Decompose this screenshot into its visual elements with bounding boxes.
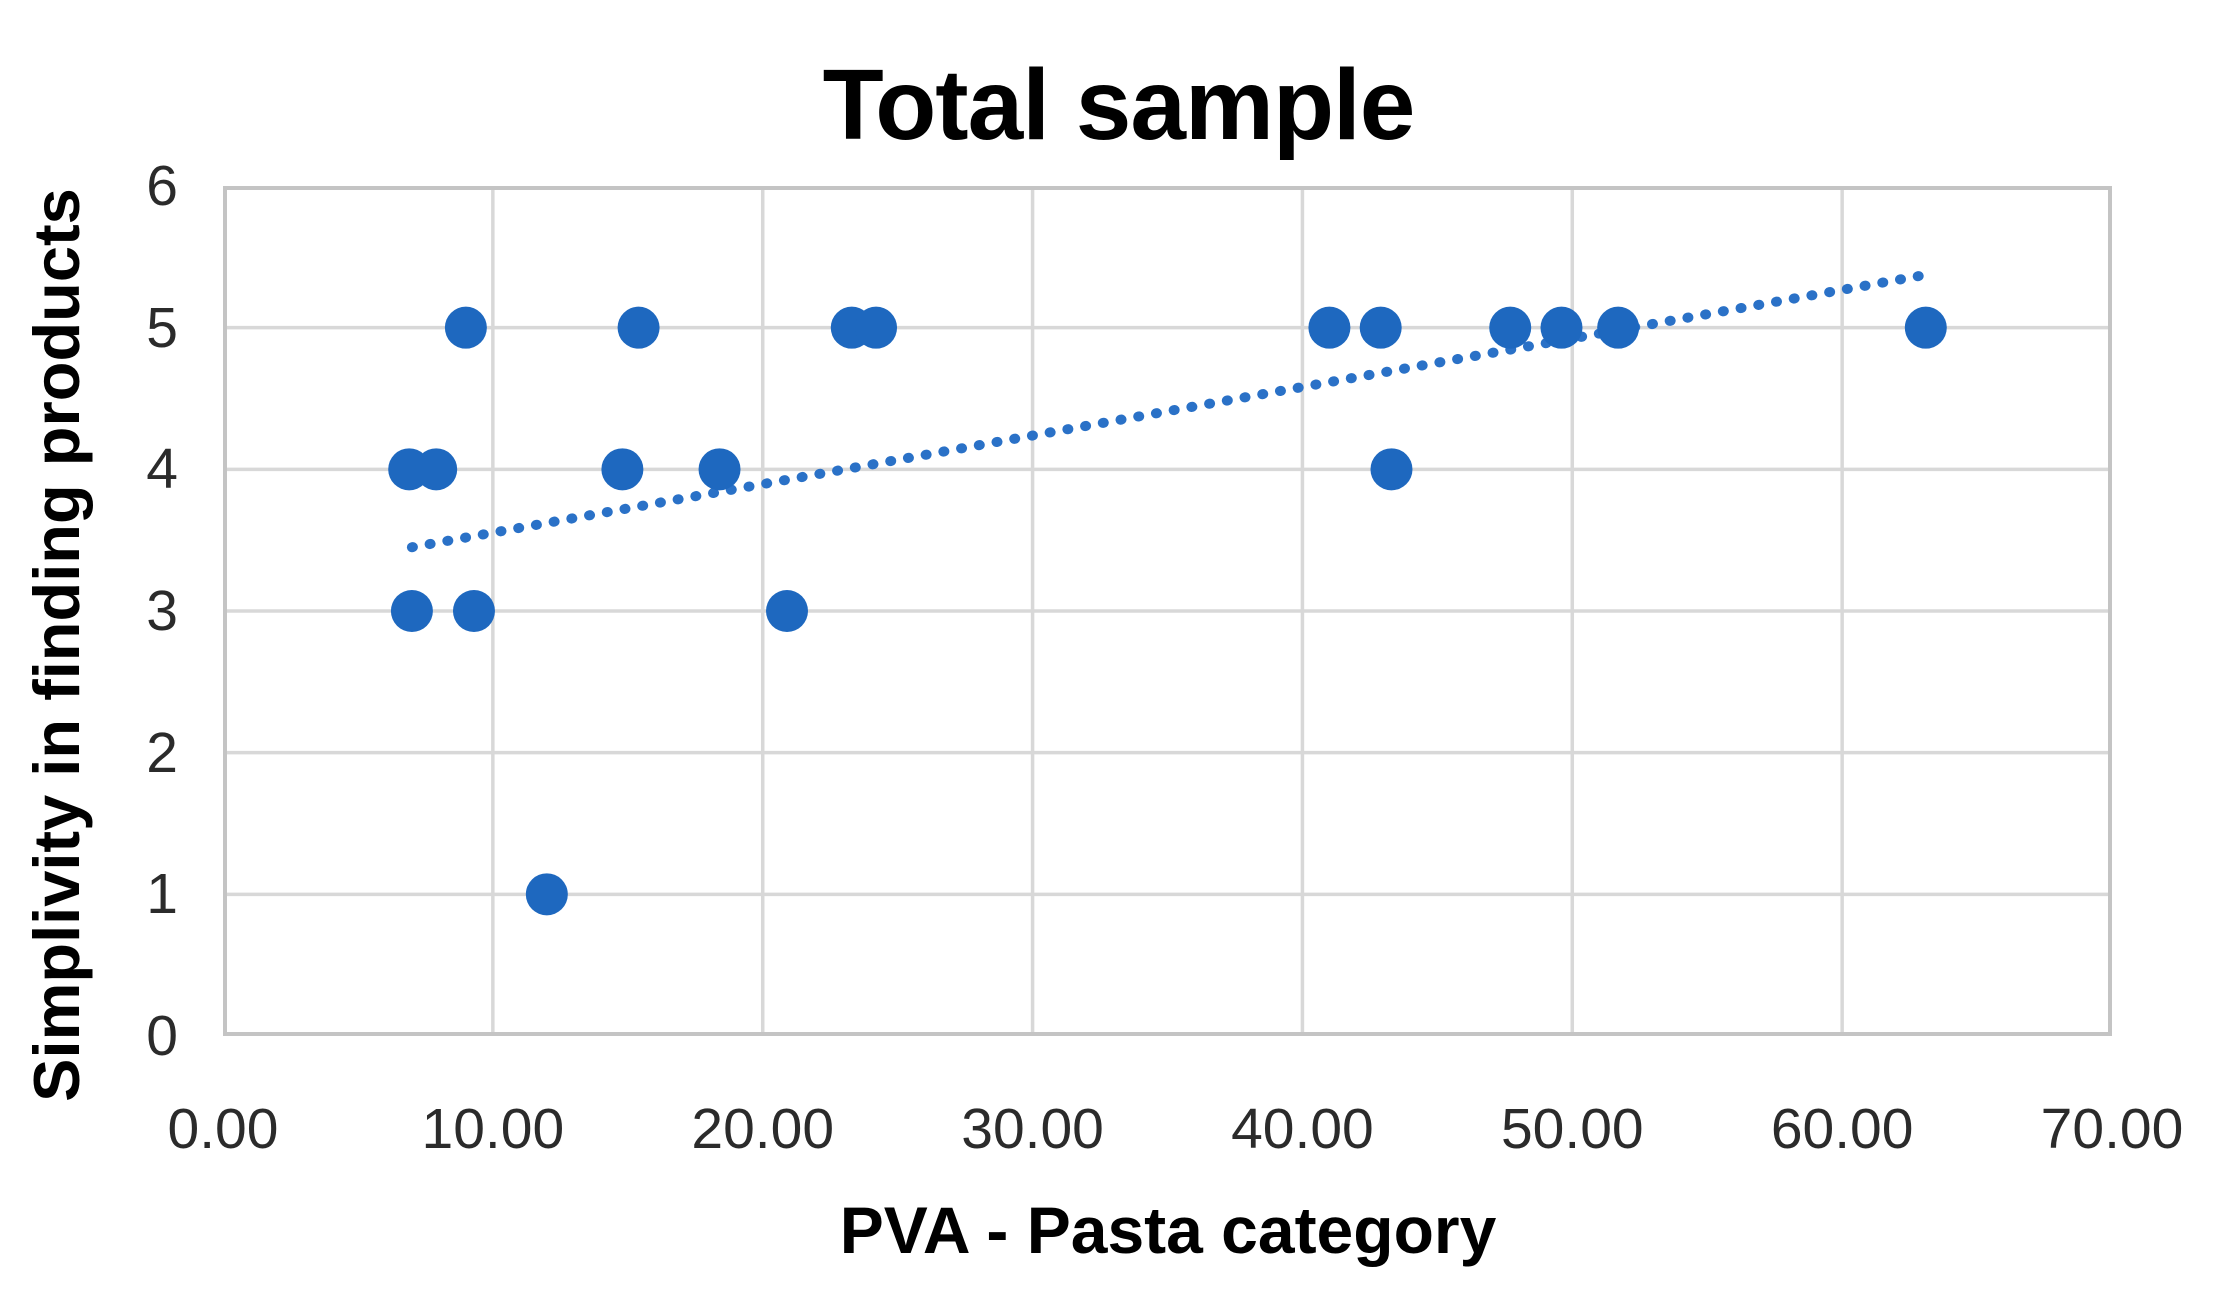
plot-border: [223, 186, 2112, 1036]
data-point: [1597, 306, 1640, 349]
y-tick-label: 6: [146, 154, 178, 218]
y-axis-title: Simplivity in finding products: [20, 188, 93, 1102]
y-tick-label: 2: [146, 720, 178, 785]
x-tick-label: 30.00: [961, 1097, 1104, 1161]
data-point: [525, 873, 568, 916]
data-point: [766, 590, 809, 632]
data-point: [1904, 306, 1947, 349]
plot-area: [223, 186, 2112, 1036]
x-axis-title: PVA - Pasta category: [839, 1193, 1497, 1267]
data-point: [390, 590, 433, 632]
data-point: [415, 448, 458, 491]
x-tick-label: 40.00: [1231, 1097, 1374, 1161]
data-point: [617, 306, 660, 349]
x-tick-label: 70.00: [2040, 1097, 2184, 1161]
trendline: [406, 268, 1937, 553]
data-point: [444, 306, 487, 349]
data-point: [452, 590, 495, 632]
y-tick-label: 4: [146, 437, 178, 502]
data-point: [1540, 306, 1583, 349]
data-point: [1359, 306, 1402, 349]
chart-title: Total sample: [822, 49, 1416, 161]
data-point: [855, 306, 898, 349]
x-tick-label: 10.00: [421, 1097, 565, 1161]
y-tick-label: 1: [146, 862, 178, 927]
x-tick-label: 50.00: [1500, 1097, 1644, 1161]
x-tick-label: 60.00: [1770, 1097, 1914, 1161]
data-point: [601, 448, 644, 491]
data-point: [1370, 448, 1413, 491]
y-tick-label: 3: [146, 579, 178, 643]
x-tick-label: 0.00: [167, 1097, 279, 1161]
data-point: [1308, 306, 1351, 349]
y-tick-label: 0: [146, 1004, 178, 1068]
x-tick-label: 20.00: [691, 1097, 835, 1161]
data-point: [698, 448, 741, 491]
y-tick-label: 5: [146, 295, 178, 360]
data-point: [1489, 306, 1532, 349]
